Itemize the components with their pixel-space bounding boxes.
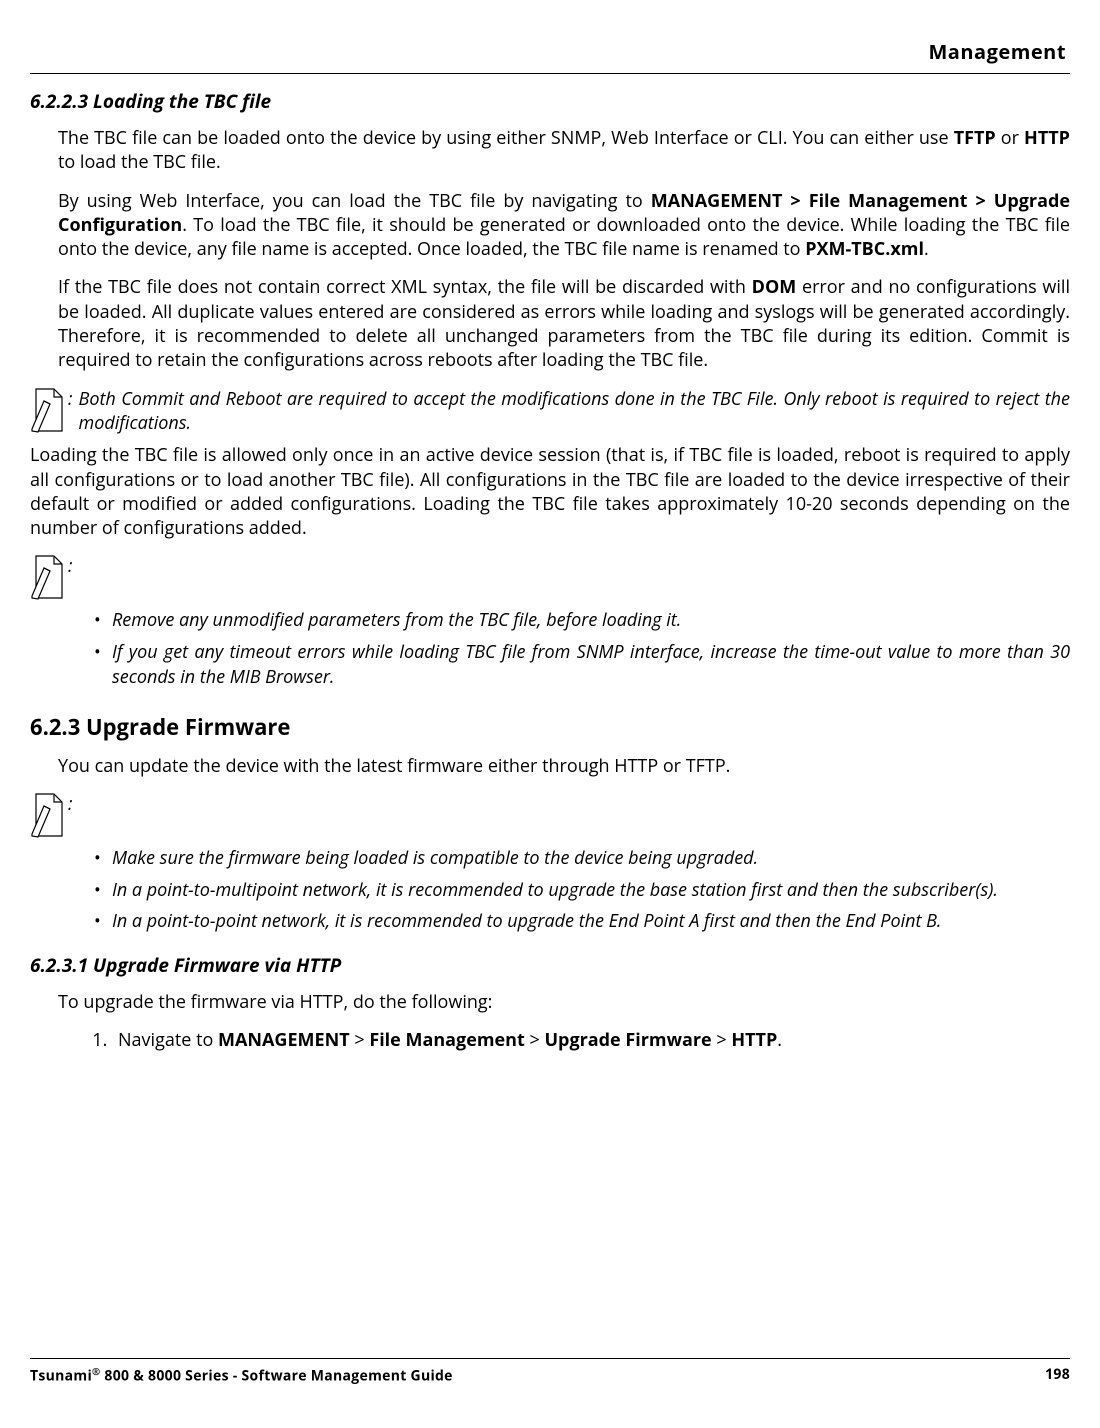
note-colon: : xyxy=(68,792,73,816)
note-text: Both Commit and Reboot are required to a… xyxy=(79,387,1070,436)
note-icon xyxy=(30,387,66,433)
text: Navigate to xyxy=(118,1028,218,1052)
text: . xyxy=(777,1028,782,1052)
footer-rule xyxy=(30,1358,1070,1359)
text-bold: HTTP xyxy=(1024,126,1070,150)
footer-row: Tsunami® 800 & 8000 Series - Software Ma… xyxy=(30,1365,1070,1386)
text-bold: PXM-TBC.xml xyxy=(805,237,924,261)
para: To upgrade the firmware via HTTP, do the… xyxy=(58,990,1070,1014)
list-item: Navigate to MANAGEMENT > File Management… xyxy=(112,1028,1070,1053)
bullet-list: Remove any unmodified parameters from th… xyxy=(30,608,1070,690)
para: The TBC file can be loaded onto the devi… xyxy=(58,126,1070,175)
text: Tsunami xyxy=(30,1367,92,1386)
note-colon: : xyxy=(68,387,73,411)
text: If the TBC file does not contain correct… xyxy=(58,275,752,299)
text: By using Web Interface, you can load the… xyxy=(58,189,651,213)
note-colon: : xyxy=(68,554,73,578)
para: You can update the device with the lates… xyxy=(58,754,1070,778)
text-bold: TFTP xyxy=(954,126,996,150)
page-header: Management xyxy=(30,38,1070,73)
footer-left: Tsunami® 800 & 8000 Series - Software Ma… xyxy=(30,1365,453,1386)
page: Management 6.2.2.3 Loading the TBC file … xyxy=(0,0,1100,1428)
registered-mark: ® xyxy=(92,1365,100,1378)
note-block: : xyxy=(30,554,1070,600)
list-item: If you get any timeout errors while load… xyxy=(112,640,1070,690)
header-rule xyxy=(30,73,1070,74)
text-bold: DOM xyxy=(752,275,797,299)
list-item: Make sure the firmware being loaded is c… xyxy=(112,846,1070,871)
list-item: In a point-to-multipoint network, it is … xyxy=(112,878,1070,903)
text-bold: MANAGEMENT xyxy=(218,1028,350,1052)
note-block: : xyxy=(30,792,1070,838)
para: By using Web Interface, you can load the… xyxy=(58,189,1070,262)
page-footer: Tsunami® 800 & 8000 Series - Software Ma… xyxy=(30,1358,1070,1386)
ordered-list: Navigate to MANAGEMENT > File Management… xyxy=(58,1028,1070,1053)
text-bold: File Management xyxy=(369,1028,524,1052)
para: Loading the TBC file is allowed only onc… xyxy=(30,443,1070,540)
list-item: In a point-to-point network, it is recom… xyxy=(112,909,1070,934)
note-icon xyxy=(30,792,66,838)
text: > xyxy=(712,1028,732,1052)
text: . xyxy=(924,237,929,261)
text: > xyxy=(525,1028,545,1052)
heading-6-2-2-3: 6.2.2.3 Loading the TBC file xyxy=(30,88,1070,114)
text: > xyxy=(350,1028,370,1052)
section-6-2-2-3-body-2: Loading the TBC file is allowed only onc… xyxy=(30,443,1070,540)
section-6-2-3-1-body: To upgrade the firmware via HTTP, do the… xyxy=(58,990,1070,1053)
text: 800 & 8000 Series - Software Management … xyxy=(101,1367,453,1386)
list-item: Remove any unmodified parameters from th… xyxy=(112,608,1070,633)
heading-6-2-3-1: 6.2.3.1 Upgrade Firmware via HTTP xyxy=(30,952,1070,978)
text: or xyxy=(996,126,1024,150)
footer-page-number: 198 xyxy=(1045,1365,1070,1386)
section-6-2-3-body: You can update the device with the lates… xyxy=(58,754,1070,778)
bullet-list: Make sure the firmware being loaded is c… xyxy=(30,846,1070,934)
note-icon xyxy=(30,554,66,600)
text-bold: HTTP xyxy=(731,1028,777,1052)
note-block: : Both Commit and Reboot are required to… xyxy=(30,387,1070,436)
para: If the TBC file does not contain correct… xyxy=(58,275,1070,372)
text-bold: Upgrade Firmware xyxy=(544,1028,711,1052)
section-6-2-2-3-body: The TBC file can be loaded onto the devi… xyxy=(58,126,1070,373)
text: to load the TBC file. xyxy=(58,150,221,174)
text: The TBC file can be loaded onto the devi… xyxy=(58,126,954,150)
heading-6-2-3: 6.2.3 Upgrade Firmware xyxy=(30,712,1070,742)
